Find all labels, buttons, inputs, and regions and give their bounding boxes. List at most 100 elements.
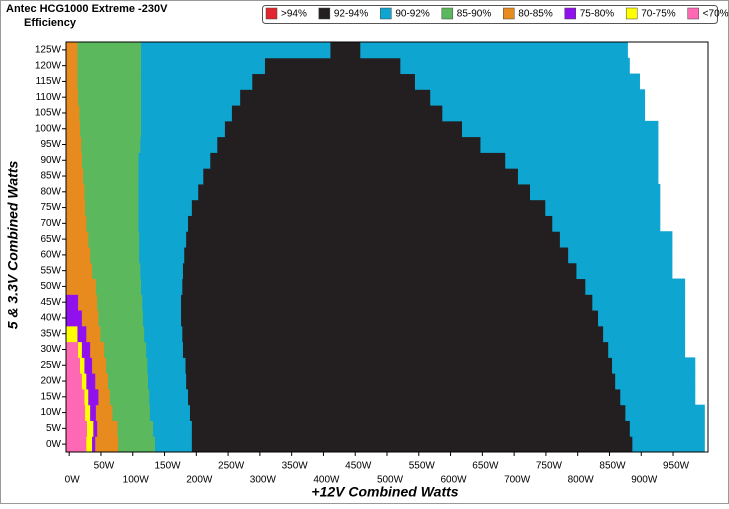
x-tick-label: 200W — [186, 475, 213, 486]
heat-cell — [400, 57, 630, 75]
legend-label: >94% — [281, 9, 307, 20]
heat-cell — [92, 436, 96, 453]
heat-cell — [153, 420, 193, 437]
y-tick-label: 15W — [40, 391, 61, 402]
heat-cell — [79, 105, 142, 122]
heat-cell — [66, 136, 82, 153]
heat-cell — [66, 388, 85, 406]
heat-cell — [559, 231, 673, 248]
heat-cell — [140, 136, 218, 153]
heat-cell — [66, 294, 79, 311]
heat-cell — [462, 120, 659, 138]
heat-cell — [98, 388, 111, 406]
heat-cell — [84, 388, 89, 406]
heat-cell — [109, 388, 150, 406]
heat-cell — [84, 183, 139, 201]
heat-cell — [66, 278, 97, 295]
heat-cell — [530, 183, 661, 201]
heat-cell — [77, 57, 142, 75]
heat-cell — [217, 136, 481, 153]
heat-cell — [98, 310, 144, 327]
heat-cell — [188, 215, 553, 232]
heat-cell — [182, 325, 604, 343]
x-tick-label: 650W — [472, 461, 499, 472]
heat-cell — [66, 152, 83, 169]
legend-label: 70-75% — [641, 9, 676, 20]
legend-label: 90-92% — [395, 9, 430, 20]
y-tick-label: 70W — [40, 218, 61, 229]
y-tick-label: 75W — [40, 202, 61, 213]
heat-cell — [112, 404, 151, 421]
heat-cell — [182, 262, 577, 280]
heat-cell — [612, 357, 696, 374]
heat-cell — [154, 436, 193, 453]
heat-cell — [620, 388, 696, 406]
heat-cell — [138, 215, 189, 232]
legend-swatch — [625, 7, 638, 20]
heat-cell — [149, 404, 191, 421]
heat-cell — [442, 105, 646, 122]
heat-cell — [240, 89, 431, 106]
legend-label: 85-90% — [457, 9, 492, 20]
heat-cell — [81, 136, 141, 153]
y-tick-label: 65W — [40, 234, 61, 245]
y-tick-label: 95W — [40, 139, 61, 150]
x-tick-label: 800W — [568, 475, 595, 486]
heat-cell — [95, 404, 113, 421]
y-tick-label: 45W — [40, 297, 61, 308]
heat-cell — [79, 357, 85, 374]
heat-cell — [480, 136, 659, 153]
y-tick-label: 5W — [46, 423, 62, 434]
heat-cell — [88, 231, 140, 248]
heat-cell — [181, 310, 599, 327]
y-tick-label: 35W — [40, 328, 61, 339]
heat-cell — [189, 404, 626, 421]
legend-swatch — [441, 7, 454, 20]
heat-cell — [141, 57, 266, 75]
heat-cell — [81, 341, 91, 358]
y-tick-label: 80W — [40, 186, 61, 197]
heat-cell — [66, 231, 89, 248]
heat-cell — [144, 325, 183, 343]
heat-cell — [95, 436, 119, 453]
y-tick-label: 90W — [40, 155, 61, 166]
heat-cell — [141, 105, 233, 122]
legend-swatch — [318, 7, 331, 20]
heat-cell — [568, 247, 673, 264]
heat-cell — [86, 215, 139, 232]
heat-cell — [92, 262, 141, 280]
heat-cell — [66, 215, 87, 232]
heat-cell — [90, 247, 140, 264]
heat-cell — [625, 404, 705, 421]
legend-label: 80-85% — [518, 9, 553, 20]
x-tick-label: 100W — [123, 475, 150, 486]
heat-cell — [86, 436, 93, 453]
heat-cell — [77, 73, 142, 90]
heat-cell — [185, 357, 613, 374]
legend-label: 92-94% — [334, 9, 369, 20]
heat-cell — [66, 404, 86, 421]
heat-cell — [66, 42, 78, 59]
heat-cell — [186, 231, 561, 248]
heat-cell — [138, 183, 199, 201]
x-tick-label: 150W — [154, 461, 181, 472]
heat-cell — [141, 73, 253, 90]
heat-cell — [88, 388, 99, 406]
heat-cell — [142, 310, 182, 327]
heat-cell — [603, 325, 686, 343]
legend-box — [262, 5, 718, 24]
heat-cell — [140, 262, 184, 280]
heat-cell — [84, 357, 93, 374]
heat-cell — [138, 168, 204, 185]
heat-cell — [118, 436, 156, 453]
heat-cell — [79, 120, 142, 138]
y-tick-label: 60W — [40, 250, 61, 261]
heat-cell — [77, 42, 142, 59]
x-tick-label: 0W — [65, 475, 81, 486]
x-tick-label: 50W — [94, 461, 115, 472]
legend-swatch — [503, 7, 515, 20]
heat-cell — [117, 420, 154, 437]
heat-cell — [576, 262, 673, 280]
heat-cell — [141, 278, 183, 295]
heat-cell — [66, 168, 84, 185]
